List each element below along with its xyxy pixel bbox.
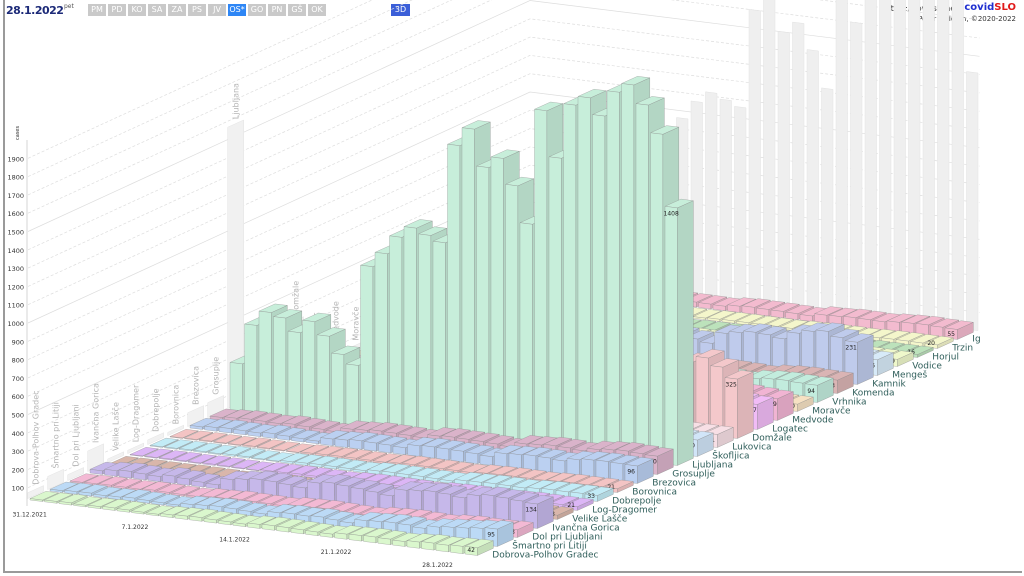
current-date: 28.1.2022 xyxy=(6,4,64,17)
brand-logo: covidSLO xyxy=(964,2,1016,13)
region-button-go[interactable]: GO xyxy=(248,4,266,16)
region-button-gs[interactable]: GŠ xyxy=(288,4,306,16)
region-button-pn[interactable]: PN xyxy=(268,4,286,16)
region-button-sa[interactable]: SA xyxy=(148,4,166,16)
credit: Peter Malovrh, ©2020-2022 xyxy=(918,15,1016,23)
weekday: pet xyxy=(64,3,74,10)
site-url[interactable]: https://covidslo.net xyxy=(885,4,958,13)
region-button-pd[interactable]: PD xyxy=(108,4,126,16)
chart-frame xyxy=(3,0,1022,573)
region-button-za[interactable]: ZA xyxy=(168,4,186,16)
region-button-os[interactable]: OS* xyxy=(228,4,246,16)
region-button-pm[interactable]: PM xyxy=(88,4,106,16)
region-button-ps[interactable]: PS xyxy=(188,4,206,16)
region-button-ok[interactable]: OK xyxy=(308,4,326,16)
region-button-ko[interactable]: KO xyxy=(128,4,146,16)
brand-slo: SLO xyxy=(994,2,1016,13)
region-button-jv[interactable]: JV xyxy=(208,4,226,16)
brand-covid: covid xyxy=(964,2,995,13)
region-buttons: PM PD KO SA ZA PS JV OS* GO PN GŠ OK xyxy=(88,4,326,16)
mode-3d-button[interactable]: 3D xyxy=(391,4,410,16)
